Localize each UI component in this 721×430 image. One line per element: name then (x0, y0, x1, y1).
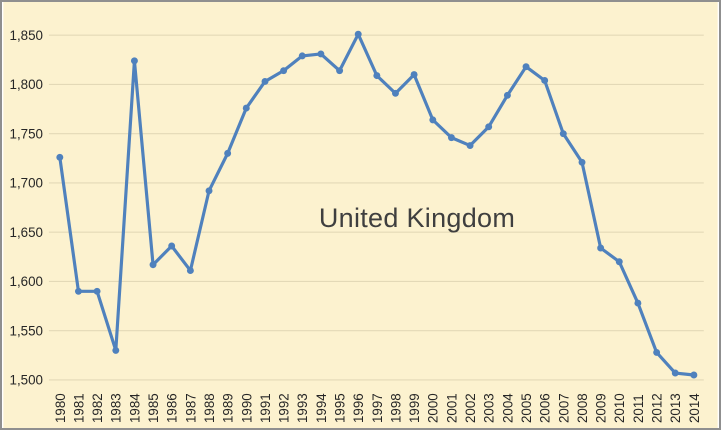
data-point (298, 52, 306, 60)
data-point (354, 30, 362, 38)
x-tick-label: 1983 (109, 393, 124, 423)
data-point (242, 104, 250, 112)
y-tick-label: 1,800 (10, 77, 43, 92)
x-tick-label: 2008 (575, 393, 590, 423)
y-axis-labels: 1,500 1,550 1,600 1,650 1,700 1,750 1,800 1,850 (10, 28, 43, 388)
x-tick-label: 1994 (314, 393, 329, 423)
y-tick-label: 1,550 (10, 323, 43, 338)
data-point (261, 77, 269, 85)
data-point (615, 258, 623, 266)
data-point (392, 89, 399, 97)
y-tick-label: 1,500 (10, 373, 43, 388)
x-tick-label: 1997 (370, 393, 385, 423)
x-tick-label: 2004 (500, 393, 515, 423)
plot-background (3, 2, 718, 428)
x-tick-label: 2014 (687, 393, 702, 423)
data-point (541, 76, 549, 84)
data-point (447, 134, 455, 142)
x-tick-label: 1987 (183, 393, 198, 423)
data-point (373, 72, 381, 80)
x-tick-label: 2001 (444, 393, 459, 423)
data-point (522, 63, 530, 71)
x-tick-label: 2012 (650, 393, 665, 423)
data-point (317, 50, 325, 58)
x-tick-label: 2007 (556, 393, 571, 423)
data-point (410, 71, 418, 79)
y-tick-label: 1,750 (10, 126, 43, 141)
x-tick-label: 2002 (463, 393, 478, 423)
data-point (74, 287, 82, 295)
data-point (336, 67, 344, 75)
data-point (597, 244, 605, 252)
x-tick-label: 1990 (239, 393, 254, 423)
data-point (224, 149, 232, 157)
x-tick-label: 1984 (127, 393, 142, 423)
x-tick-label: 2003 (482, 393, 497, 423)
data-point (634, 299, 642, 307)
x-tick-label: 1989 (221, 393, 236, 423)
x-tick-label: 1988 (202, 393, 217, 423)
data-point (130, 57, 138, 65)
x-tick-label: 1981 (71, 393, 86, 423)
data-point (671, 369, 679, 377)
x-tick-label: 2006 (538, 393, 553, 423)
x-tick-label: 1985 (146, 393, 161, 423)
y-tick-label: 1,600 (10, 274, 43, 289)
x-tick-label: 2013 (668, 393, 683, 423)
data-point (186, 267, 194, 275)
data-point (653, 348, 661, 356)
x-tick-label: 1986 (165, 393, 180, 423)
data-point (503, 91, 511, 99)
data-series-points (56, 30, 698, 379)
data-point (578, 158, 586, 166)
data-point (149, 261, 157, 269)
y-tick-label: 1,850 (10, 28, 43, 43)
data-point (56, 153, 64, 161)
x-tick-label: 1992 (277, 393, 292, 423)
x-tick-label: 1995 (333, 393, 348, 423)
x-tick-label: 2009 (594, 393, 609, 423)
y-tick-label: 1,700 (10, 176, 43, 191)
x-tick-label: 1993 (295, 393, 310, 423)
data-point (168, 242, 176, 250)
data-point (93, 287, 101, 295)
data-point (429, 116, 437, 124)
x-tick-label: 2000 (426, 393, 441, 423)
data-point (690, 371, 698, 379)
x-tick-label: 1999 (407, 393, 422, 423)
x-axis-labels: 1980 1981 1982 1983 1984 1985 1986 1987 1988 1989… (53, 393, 702, 423)
x-tick-label: 1996 (351, 393, 366, 423)
x-tick-label: 2011 (631, 394, 646, 423)
data-point (466, 142, 474, 150)
x-tick-label: 2010 (612, 393, 627, 423)
x-tick-label: 1980 (53, 393, 68, 423)
data-point (485, 123, 493, 131)
data-point (280, 67, 288, 75)
data-point (205, 187, 213, 195)
data-point (559, 130, 567, 138)
x-tick-label: 1998 (388, 393, 403, 423)
x-tick-label: 1991 (258, 393, 273, 423)
x-tick-label: 1982 (90, 393, 105, 423)
data-point (112, 346, 120, 354)
gridlines (48, 34, 704, 381)
x-tick-label: 2005 (519, 393, 534, 423)
y-tick-label: 1,650 (10, 225, 43, 240)
